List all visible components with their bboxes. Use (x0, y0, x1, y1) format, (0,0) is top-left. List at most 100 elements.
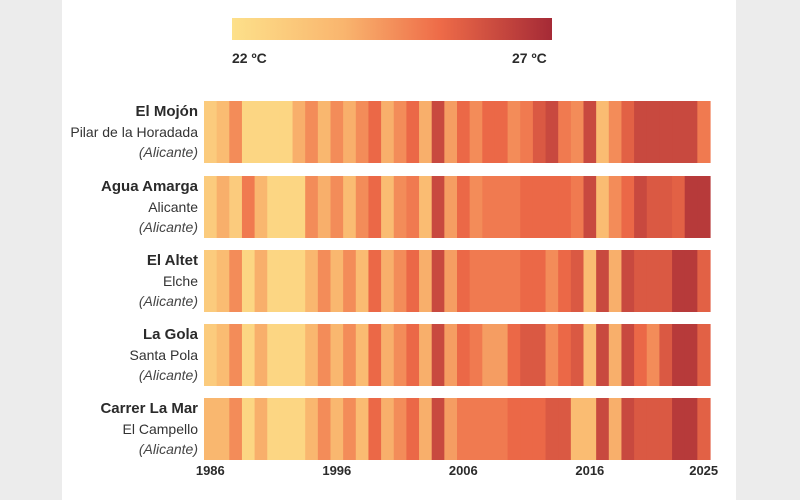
heatmap-cell (406, 176, 420, 238)
color-scale-legend-bar (232, 18, 552, 40)
row-label-agua-amarga: Agua Amarga Alicante (Alicante) (62, 177, 198, 237)
heatmap-cell (381, 324, 395, 386)
heatmap-cell (684, 250, 698, 312)
heatmap-cell (659, 176, 673, 238)
legend-max-label: 27 ºC (512, 50, 547, 66)
heatmap-cell (419, 250, 433, 312)
heatmap-cell (570, 101, 585, 163)
heatmap-cell (596, 398, 610, 460)
heatmap-cell (532, 398, 547, 460)
heatmap-cell (330, 398, 344, 460)
heatmap-cell (545, 324, 559, 386)
heatmap-cell (267, 101, 281, 163)
heatmap-cell (494, 398, 509, 460)
heatmap-cell (254, 250, 268, 312)
heatmap-cell (634, 101, 648, 163)
heatmap-cell (444, 176, 458, 238)
heatmap-cell (659, 324, 673, 386)
heatmap-cell (204, 250, 218, 312)
heatmap-cell (406, 101, 420, 163)
heatmap-cell (646, 250, 660, 312)
heatmap-cell (431, 176, 445, 238)
heatmap-cell (216, 324, 230, 386)
heatmap-cell (507, 398, 521, 460)
heatmap-cell (532, 324, 547, 386)
row-province: (Alicante) (138, 144, 198, 160)
heatmap-cell (457, 250, 471, 312)
heatmap-cell (431, 398, 445, 460)
heatmap-cell (596, 101, 610, 163)
heatmap-cell (532, 176, 547, 238)
heatmap-cell (292, 250, 306, 312)
heatmap-cell (229, 101, 243, 163)
heatmap-cell (267, 324, 281, 386)
heatmap-cell (279, 101, 294, 163)
heatmap-cell (305, 398, 319, 460)
row-province: (Alicante) (138, 219, 198, 235)
heatmap-cell (672, 324, 686, 386)
heatmap-cell (684, 176, 698, 238)
heatmap-cell (330, 176, 344, 238)
heatmap-cell (305, 324, 319, 386)
heatmap-cell (229, 250, 243, 312)
heatmap-cell (241, 324, 256, 386)
heatmap-cell (494, 250, 509, 312)
heatmap-cell (545, 398, 559, 460)
heatmap-cell (216, 250, 230, 312)
x-tick-label: 2016 (575, 463, 604, 478)
heatmap-cell (532, 101, 547, 163)
heatmap-cell (507, 176, 521, 238)
heatmap-cell (684, 324, 698, 386)
heatmap-cell (520, 398, 534, 460)
heatmap-cell (279, 324, 294, 386)
heatmap-cell (368, 398, 382, 460)
heatmap-cell (279, 176, 294, 238)
heatmap-cell (583, 324, 597, 386)
heatmap-cell (343, 250, 357, 312)
heatmap-cell (204, 176, 218, 238)
heatmap-cell (608, 324, 623, 386)
heatmap-cell (343, 176, 357, 238)
legend-min-label: 22 ºC (232, 50, 267, 66)
row-town: El Campello (122, 421, 198, 437)
heatmap-cell (292, 398, 306, 460)
heatmap-cell (381, 398, 395, 460)
heatmap-cell (279, 250, 294, 312)
heatmap-cell (558, 176, 572, 238)
heatmap-cell (583, 101, 597, 163)
heatmap-cell (596, 250, 610, 312)
heatmap-cell (634, 250, 648, 312)
heatmap-cell (570, 398, 585, 460)
heatmap-cell (431, 250, 445, 312)
row-name: La Gola (142, 326, 198, 343)
heatmap-cell (558, 324, 572, 386)
heatmap-cell (697, 324, 711, 386)
heatmap-cell (444, 101, 458, 163)
heatmap-cell (431, 324, 445, 386)
heatmap-cell (216, 398, 230, 460)
heatmap-cell (583, 398, 597, 460)
row-name: Carrer La Mar (100, 400, 198, 417)
heatmap-cell (646, 324, 660, 386)
heatmap-cell (241, 176, 256, 238)
heatmap-cell (406, 250, 420, 312)
heatmap-cell (545, 101, 559, 163)
heatmap-cell (393, 250, 407, 312)
x-tick-label: 2006 (449, 463, 478, 478)
heatmap-cell (608, 101, 623, 163)
heatmap-cell (545, 250, 559, 312)
heatmap-cell (343, 398, 357, 460)
heatmap-cell (672, 398, 686, 460)
heatmap-cell (697, 250, 711, 312)
heatmap-cell (204, 324, 218, 386)
heatmap-cell (494, 101, 509, 163)
heatmap-cell (507, 324, 521, 386)
heatmap-cell (697, 176, 711, 238)
heatmap-cell (545, 176, 559, 238)
heatmap-cell (482, 250, 496, 312)
heatmap-cell (241, 398, 256, 460)
heatmap-cell (482, 324, 496, 386)
row-name: El Altet (146, 252, 198, 269)
heatmap-cell (570, 324, 585, 386)
